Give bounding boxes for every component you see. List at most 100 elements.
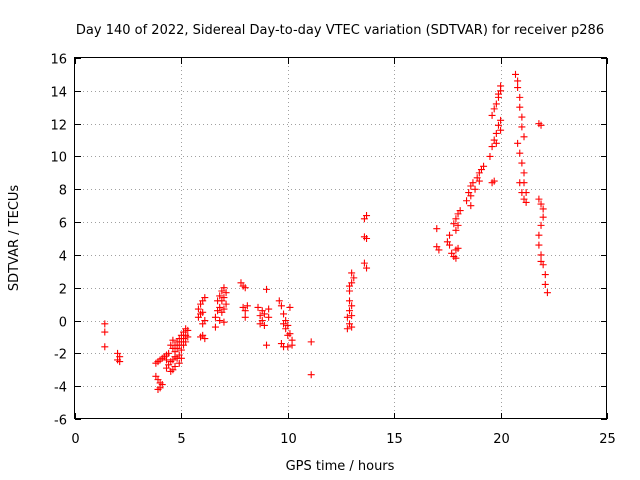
data-point xyxy=(497,116,505,124)
y-tick-label: 16 xyxy=(50,53,67,68)
data-point xyxy=(350,274,358,282)
data-point xyxy=(520,169,528,177)
data-point xyxy=(520,195,528,203)
data-point xyxy=(280,310,288,318)
data-point xyxy=(490,105,498,113)
y-tick-label: -2 xyxy=(54,348,67,363)
data-point xyxy=(241,284,249,292)
data-point xyxy=(265,313,273,321)
gridlines xyxy=(75,58,607,419)
data-point xyxy=(216,317,224,325)
y-tick-label: 10 xyxy=(50,151,67,166)
data-point xyxy=(216,292,224,300)
data-point xyxy=(497,126,505,134)
data-point xyxy=(492,100,500,108)
data-point xyxy=(201,335,209,343)
data-point xyxy=(454,244,462,252)
data-point xyxy=(514,84,522,92)
y-tick-label: 8 xyxy=(59,184,67,199)
data-point xyxy=(348,312,356,320)
data-point xyxy=(263,341,271,349)
data-point xyxy=(258,317,266,325)
data-point xyxy=(284,343,292,351)
data-point xyxy=(241,307,249,315)
x-axis-label: GPS time / hours xyxy=(286,459,395,474)
data-point xyxy=(307,338,315,346)
data-point xyxy=(211,313,219,321)
data-point xyxy=(197,333,205,341)
data-point xyxy=(514,77,522,85)
y-tick-label: 14 xyxy=(50,86,67,101)
data-point xyxy=(488,111,496,119)
data-point xyxy=(537,257,545,265)
data-point xyxy=(539,213,547,221)
data-point xyxy=(537,251,545,259)
data-point xyxy=(516,179,524,187)
x-tick-label: 25 xyxy=(599,432,616,447)
data-point xyxy=(486,152,494,160)
data-point xyxy=(516,103,524,111)
data-point xyxy=(243,302,251,310)
data-point xyxy=(282,317,290,325)
data-point xyxy=(518,159,526,167)
data-point xyxy=(286,303,294,311)
x-tick-label: 5 xyxy=(177,432,185,447)
data-point xyxy=(101,343,109,351)
data-point xyxy=(469,179,477,187)
data-point xyxy=(446,241,454,249)
data-point xyxy=(511,70,519,78)
data-point xyxy=(492,129,500,137)
data-point xyxy=(254,303,262,311)
data-point xyxy=(456,207,464,215)
data-point xyxy=(492,139,500,147)
data-point xyxy=(158,381,166,389)
data-point xyxy=(488,143,496,151)
data-point xyxy=(184,333,192,341)
data-point xyxy=(182,338,190,346)
data-point xyxy=(194,305,202,313)
data-point xyxy=(541,271,549,279)
data-point xyxy=(222,289,230,297)
data-point xyxy=(169,336,177,344)
data-point xyxy=(539,205,547,213)
x-tick-label: 20 xyxy=(493,432,510,447)
data-point xyxy=(222,300,230,308)
data-point xyxy=(275,297,283,305)
data-point xyxy=(346,297,354,305)
data-point xyxy=(543,289,551,297)
y-tick-label: 6 xyxy=(59,217,67,232)
data-point xyxy=(114,356,122,364)
data-point xyxy=(518,189,526,197)
data-point xyxy=(490,177,498,185)
data-point xyxy=(518,113,526,121)
data-point xyxy=(535,195,543,203)
data-point xyxy=(516,149,524,157)
data-point xyxy=(475,177,483,185)
data-point xyxy=(220,284,228,292)
data-point xyxy=(446,231,454,239)
data-point xyxy=(433,225,441,233)
data-point xyxy=(518,123,526,131)
data-point xyxy=(435,246,443,254)
data-point xyxy=(256,312,264,320)
data-point xyxy=(348,302,356,310)
data-point xyxy=(467,192,475,200)
data-point xyxy=(101,328,109,336)
y-tick-label: 4 xyxy=(59,250,67,265)
data-point xyxy=(175,359,183,367)
data-point xyxy=(348,269,356,277)
data-point xyxy=(284,321,292,329)
data-point xyxy=(220,294,228,302)
data-point xyxy=(516,93,524,101)
data-point xyxy=(199,308,207,316)
data-point xyxy=(346,307,354,315)
data-point xyxy=(363,212,371,220)
data-point xyxy=(177,346,185,354)
chart-title: Day 140 of 2022, Sidereal Day-to-day VTE… xyxy=(76,23,604,38)
data-point xyxy=(177,354,185,362)
data-point xyxy=(494,121,502,129)
data-point xyxy=(307,371,315,379)
data-point xyxy=(260,310,268,318)
data-point xyxy=(343,325,351,333)
